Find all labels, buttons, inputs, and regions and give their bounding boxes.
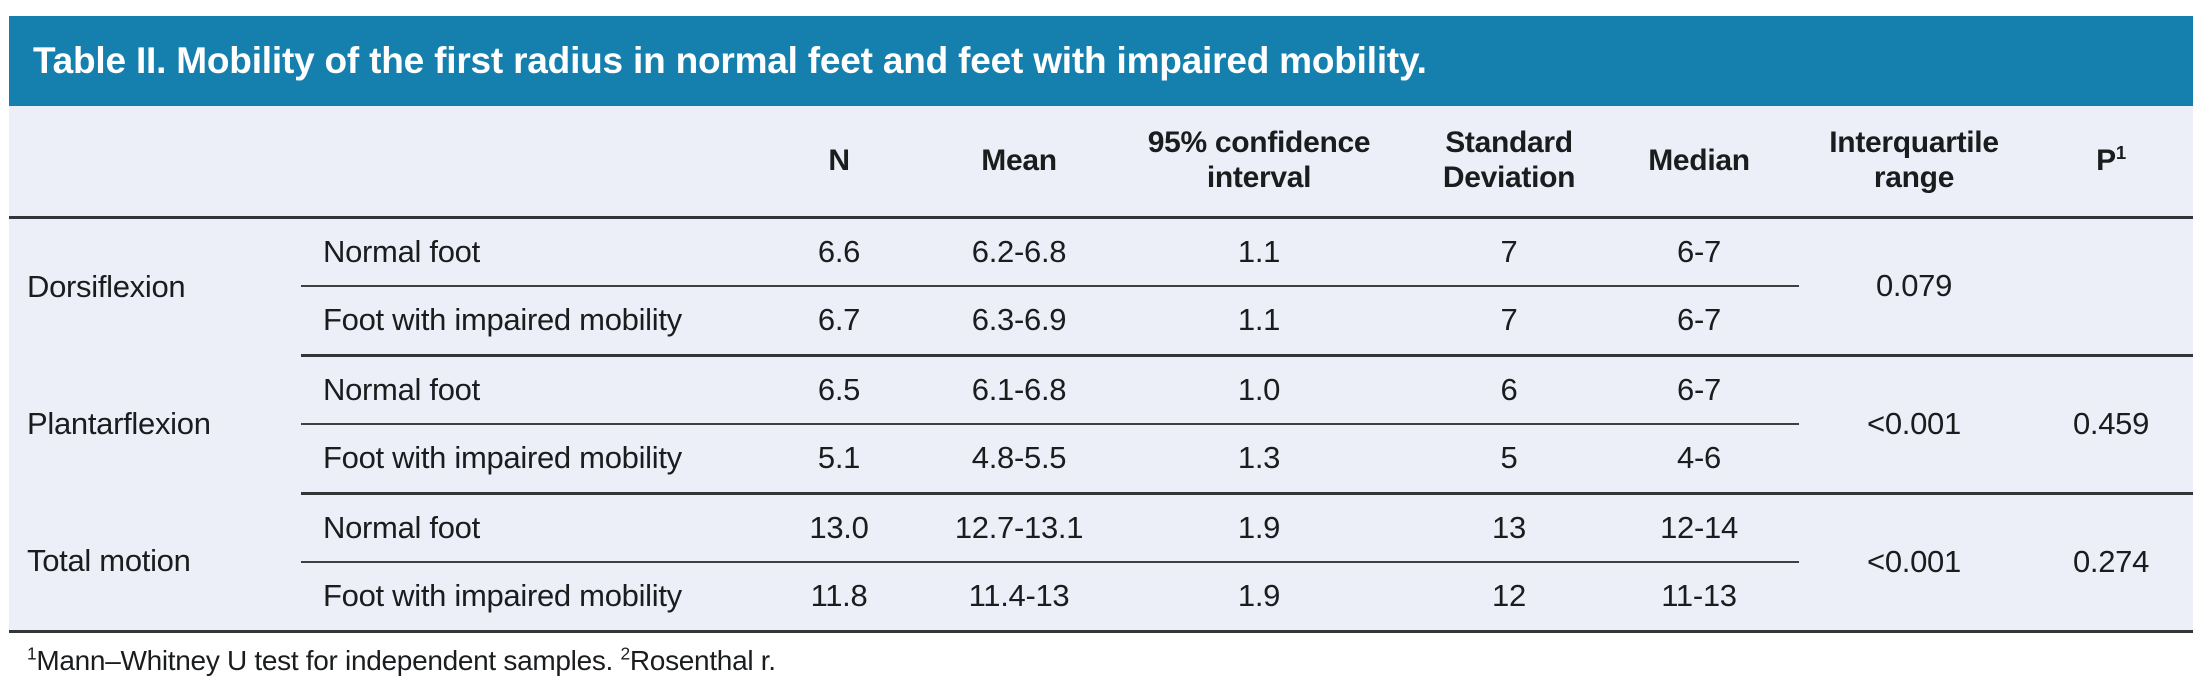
cell-p	[2029, 217, 2193, 357]
column-header-sd: Standard Deviation	[1419, 106, 1599, 219]
cell-mean: 6.2-6.8	[939, 217, 1099, 287]
cell-n: 5.1	[739, 424, 939, 495]
cell-n: 6.7	[739, 286, 939, 357]
footnote-superscript-1: 1	[27, 643, 37, 664]
table-row: Foot with impaired mobility 11.8 11.4-13…	[9, 562, 2193, 633]
cell-n: 11.8	[739, 562, 939, 633]
cell-median: 4-6	[1599, 424, 1799, 495]
cell-p: 0.459	[2029, 355, 2193, 495]
cell-foot-type: Foot with impaired mobility	[301, 562, 739, 633]
table-title-bar: Table II. Mobility of the first radius i…	[9, 16, 2193, 106]
cell-n: 6.5	[739, 355, 939, 425]
cell-n: 13.0	[739, 493, 939, 563]
table-row: Total motion Normal foot 13.0 12.7-13.1 …	[9, 493, 2193, 633]
footnote-text-2: Rosenthal r.	[629, 644, 776, 676]
cell-n: 6.6	[739, 217, 939, 287]
cell-p: 0.274	[2029, 493, 2193, 633]
cell-foot-type: Foot with impaired mobility	[301, 424, 739, 495]
cell-median: 12-14	[1599, 493, 1799, 563]
column-header-p: P1	[2029, 106, 2193, 219]
cell-mean: 6.1-6.8	[939, 355, 1099, 425]
cell-mean: 11.4-13	[939, 562, 1099, 633]
cell-foot-type: Normal foot	[301, 355, 739, 425]
cell-foot-type: Normal foot	[301, 217, 739, 287]
column-header-foot-type	[301, 106, 739, 219]
cell-sd: 6	[1419, 355, 1599, 425]
cell-iqr: <0.001	[1799, 355, 2029, 495]
table-row: Foot with impaired mobility 5.1 4.8-5.5 …	[9, 424, 2193, 495]
cell-sd: 7	[1419, 286, 1599, 357]
column-header-n: N	[739, 106, 939, 219]
cell-ci: 1.0	[1099, 355, 1419, 425]
cell-group-label-dorsiflexion: Dorsiflexion	[27, 268, 186, 304]
mobility-table: N Mean 95% confidence interval Standard …	[9, 106, 2193, 633]
cell-ci: 1.1	[1099, 217, 1419, 287]
cell-foot-type: Foot with impaired mobility	[301, 286, 739, 357]
cell-median: 6-7	[1599, 217, 1799, 287]
column-header-ci: 95% confidence interval	[1099, 106, 1419, 219]
cell-sd: 12	[1419, 562, 1599, 633]
table-figure: Table II. Mobility of the first radius i…	[9, 16, 2193, 677]
table-footnote: 1Mann–Whitney U test for independent sam…	[9, 643, 2193, 677]
cell-median: 6-7	[1599, 286, 1799, 357]
column-header-mean: Mean	[939, 106, 1099, 219]
p-label: P	[2096, 143, 2116, 177]
column-header-median: Median	[1599, 106, 1799, 219]
table-row: Plantarflexion Normal foot 6.5 6.1-6.8 1…	[9, 355, 2193, 495]
cell-sd: 13	[1419, 493, 1599, 563]
cell-sd: 7	[1419, 217, 1599, 287]
p-superscript: 1	[2115, 141, 2126, 163]
cell-ci: 1.1	[1099, 286, 1419, 357]
table-row: Dorsiflexion Normal foot 6.6 6.2-6.8 1.1…	[9, 217, 2193, 357]
cell-mean: 4.8-5.5	[939, 424, 1099, 495]
cell-iqr: 0.079	[1799, 217, 2029, 357]
cell-mean: 6.3-6.9	[939, 286, 1099, 357]
cell-mean: 12.7-13.1	[939, 493, 1099, 563]
footnote-superscript-2: 2	[620, 643, 631, 664]
table-title: Table II. Mobility of the first radius i…	[33, 40, 1427, 81]
cell-ci: 1.3	[1099, 424, 1419, 495]
cell-foot-type: Normal foot	[301, 493, 739, 563]
cell-sd: 5	[1419, 424, 1599, 495]
header-row: N Mean 95% confidence interval Standard …	[9, 106, 2193, 219]
cell-group-label-plantarflexion: Plantarflexion	[27, 406, 211, 441]
column-header-iqr: Interquartile range	[1799, 106, 2029, 219]
cell-ci: 1.9	[1099, 493, 1419, 563]
cell-ci: 1.9	[1099, 562, 1419, 633]
cell-median: 11-13	[1599, 562, 1799, 633]
cell-median: 6-7	[1599, 355, 1799, 425]
table-row: Foot with impaired mobility 6.7 6.3-6.9 …	[9, 286, 2193, 357]
column-header-category	[9, 106, 301, 219]
footnote-text-1: Mann–Whitney U test for independent samp…	[36, 644, 621, 676]
cell-iqr: <0.001	[1799, 493, 2029, 633]
cell-group-label-total-motion: Total motion	[27, 543, 191, 579]
